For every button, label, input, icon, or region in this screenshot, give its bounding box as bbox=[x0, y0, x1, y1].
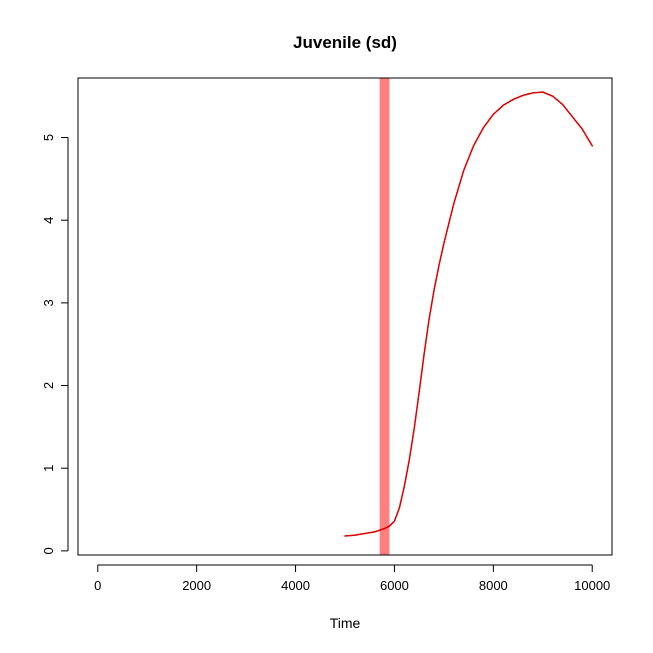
y-tick-label: 4 bbox=[41, 217, 56, 224]
x-tick-label: 2000 bbox=[182, 578, 211, 593]
highlight-band bbox=[379, 78, 390, 555]
x-tick-label: 0 bbox=[94, 578, 101, 593]
x-axis-label: Time bbox=[330, 615, 361, 631]
y-tick-label: 0 bbox=[41, 547, 56, 554]
x-tick-label: 4000 bbox=[281, 578, 310, 593]
plot-box bbox=[77, 77, 613, 556]
y-tick-label: 2 bbox=[41, 382, 56, 389]
x-axis: 0 2000 4000 6000 8000 10000 bbox=[94, 564, 610, 593]
chart-title: Juvenile (sd) bbox=[293, 33, 397, 52]
y-tick-label: 1 bbox=[41, 465, 56, 472]
series-layer bbox=[344, 91, 594, 537]
x-tick-label: 8000 bbox=[479, 578, 508, 593]
y-tick-label: 3 bbox=[41, 299, 56, 306]
x-tick-label: 6000 bbox=[380, 578, 409, 593]
y-axis: 0 1 2 3 4 5 bbox=[41, 134, 69, 554]
x-tick-label: 10000 bbox=[574, 578, 610, 593]
y-tick-label: 5 bbox=[41, 134, 56, 141]
band-layer bbox=[379, 78, 390, 555]
series-line bbox=[344, 91, 594, 537]
